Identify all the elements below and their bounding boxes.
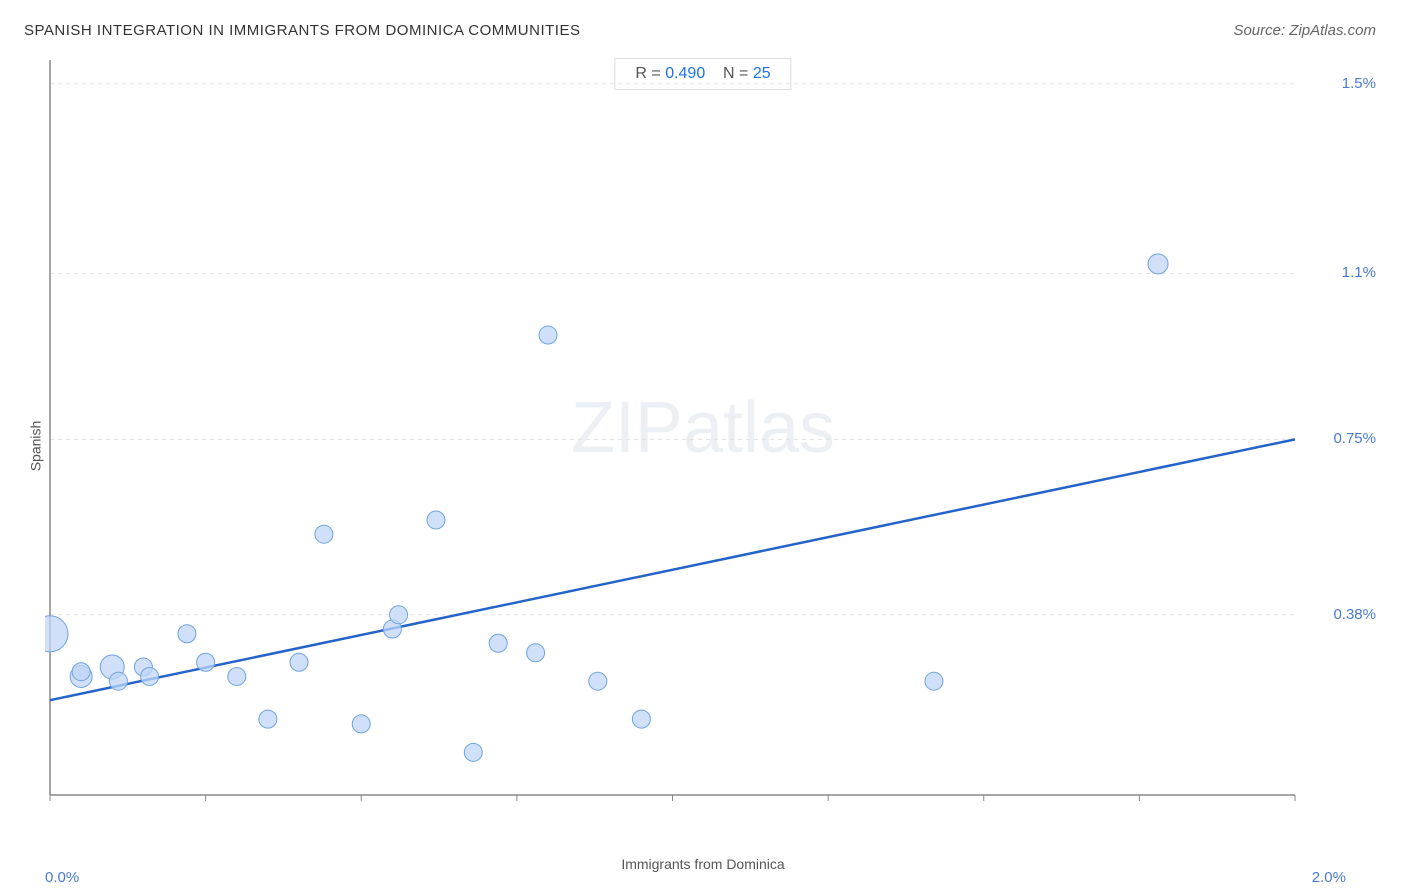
chart-title: SPANISH INTEGRATION IN IMMIGRANTS FROM D… [24, 22, 580, 39]
y-tick-3: 1.1% [1342, 264, 1376, 281]
y-tick-1: 0.38% [1333, 606, 1376, 623]
source-attribution: Source: ZipAtlas.com [1233, 22, 1376, 39]
y-tick-4: 1.5% [1342, 75, 1376, 92]
scatter-plot [45, 55, 1305, 825]
x-min-label: 0.0% [45, 869, 79, 886]
y-tick-2: 0.75% [1333, 430, 1376, 447]
x-axis-label: Immigrants from Dominica [621, 856, 784, 872]
x-max-label: 2.0% [1312, 869, 1346, 886]
y-axis-label: Spanish [27, 421, 43, 472]
